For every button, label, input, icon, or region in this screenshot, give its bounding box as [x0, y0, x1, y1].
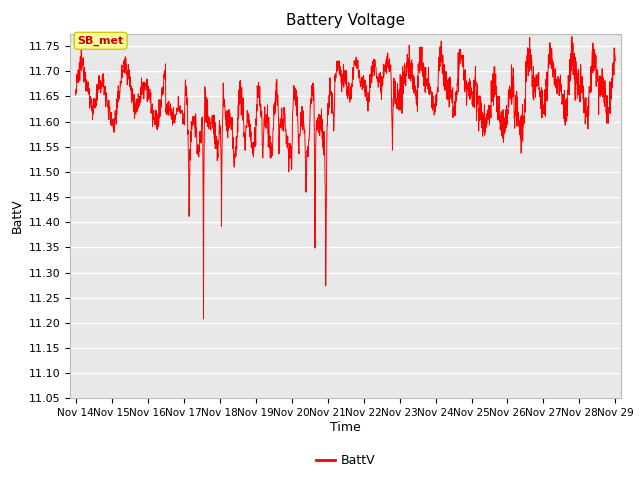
Title: Battery Voltage: Battery Voltage	[286, 13, 405, 28]
X-axis label: Time: Time	[330, 421, 361, 434]
Text: SB_met: SB_met	[77, 36, 124, 46]
Legend: BattV: BattV	[311, 449, 380, 472]
Y-axis label: BattV: BattV	[10, 199, 24, 233]
